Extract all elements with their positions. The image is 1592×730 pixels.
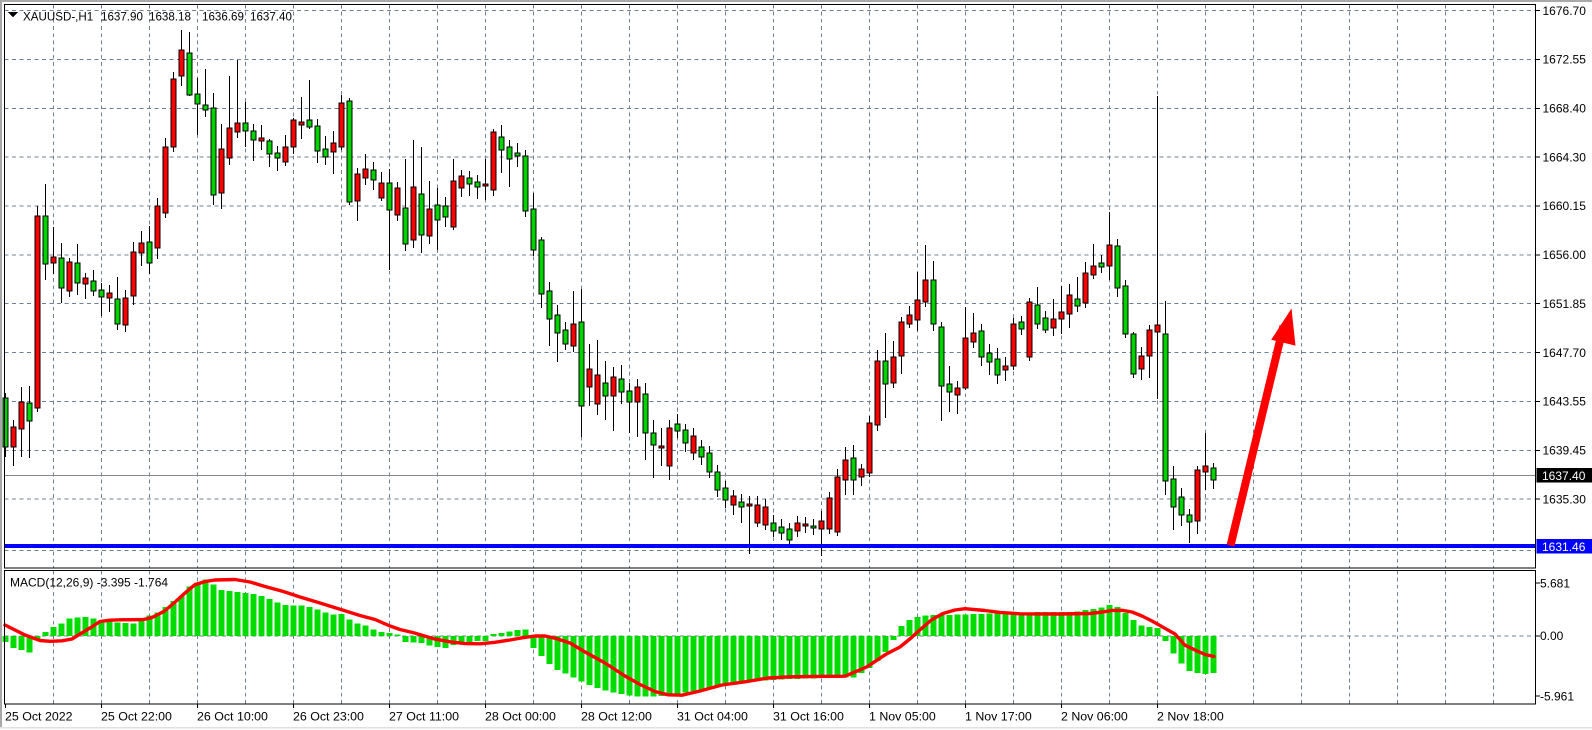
svg-text:28 Oct 12:00: 28 Oct 12:00 bbox=[581, 709, 652, 723]
svg-text:1643.55: 1643.55 bbox=[1543, 395, 1587, 409]
svg-text:5.681: 5.681 bbox=[1540, 576, 1570, 590]
svg-text:1664.30: 1664.30 bbox=[1543, 150, 1587, 164]
svg-text:31 Oct 04:00: 31 Oct 04:00 bbox=[677, 709, 748, 723]
svg-text:1672.55: 1672.55 bbox=[1543, 53, 1587, 67]
svg-text:31 Oct 16:00: 31 Oct 16:00 bbox=[773, 709, 844, 723]
svg-text:1637.40: 1637.40 bbox=[1542, 469, 1586, 483]
svg-text:1639.45: 1639.45 bbox=[1543, 444, 1587, 458]
svg-text:27 Oct 11:00: 27 Oct 11:00 bbox=[389, 709, 459, 723]
svg-text:1631.46: 1631.46 bbox=[1542, 540, 1586, 554]
svg-text:25 Oct 22:00: 25 Oct 22:00 bbox=[101, 709, 172, 723]
svg-text:2 Nov 18:00: 2 Nov 18:00 bbox=[1157, 709, 1224, 723]
svg-text:1651.85: 1651.85 bbox=[1543, 297, 1587, 311]
svg-text:26 Oct 10:00: 26 Oct 10:00 bbox=[197, 709, 268, 723]
svg-text:MACD(12,26,9) -3.395 -1.764: MACD(12,26,9) -3.395 -1.764 bbox=[10, 576, 168, 590]
svg-text:1660.15: 1660.15 bbox=[1543, 199, 1587, 213]
svg-text:25 Oct 2022: 25 Oct 2022 bbox=[5, 709, 73, 723]
svg-text:2 Nov 06:00: 2 Nov 06:00 bbox=[1061, 709, 1128, 723]
svg-text:26 Oct 23:00: 26 Oct 23:00 bbox=[293, 709, 364, 723]
svg-text:1 Nov 05:00: 1 Nov 05:00 bbox=[869, 709, 936, 723]
svg-text:1635.30: 1635.30 bbox=[1543, 492, 1587, 506]
svg-text:1647.70: 1647.70 bbox=[1543, 346, 1587, 360]
svg-text:-5.961: -5.961 bbox=[1540, 689, 1574, 703]
svg-text:1676.70: 1676.70 bbox=[1543, 4, 1587, 18]
svg-text:1 Nov 17:00: 1 Nov 17:00 bbox=[965, 709, 1032, 723]
svg-text:1656.00: 1656.00 bbox=[1543, 248, 1587, 262]
svg-text:0.00: 0.00 bbox=[1540, 629, 1564, 643]
svg-text:1668.40: 1668.40 bbox=[1543, 102, 1587, 116]
svg-text:28 Oct 00:00: 28 Oct 00:00 bbox=[485, 709, 556, 723]
